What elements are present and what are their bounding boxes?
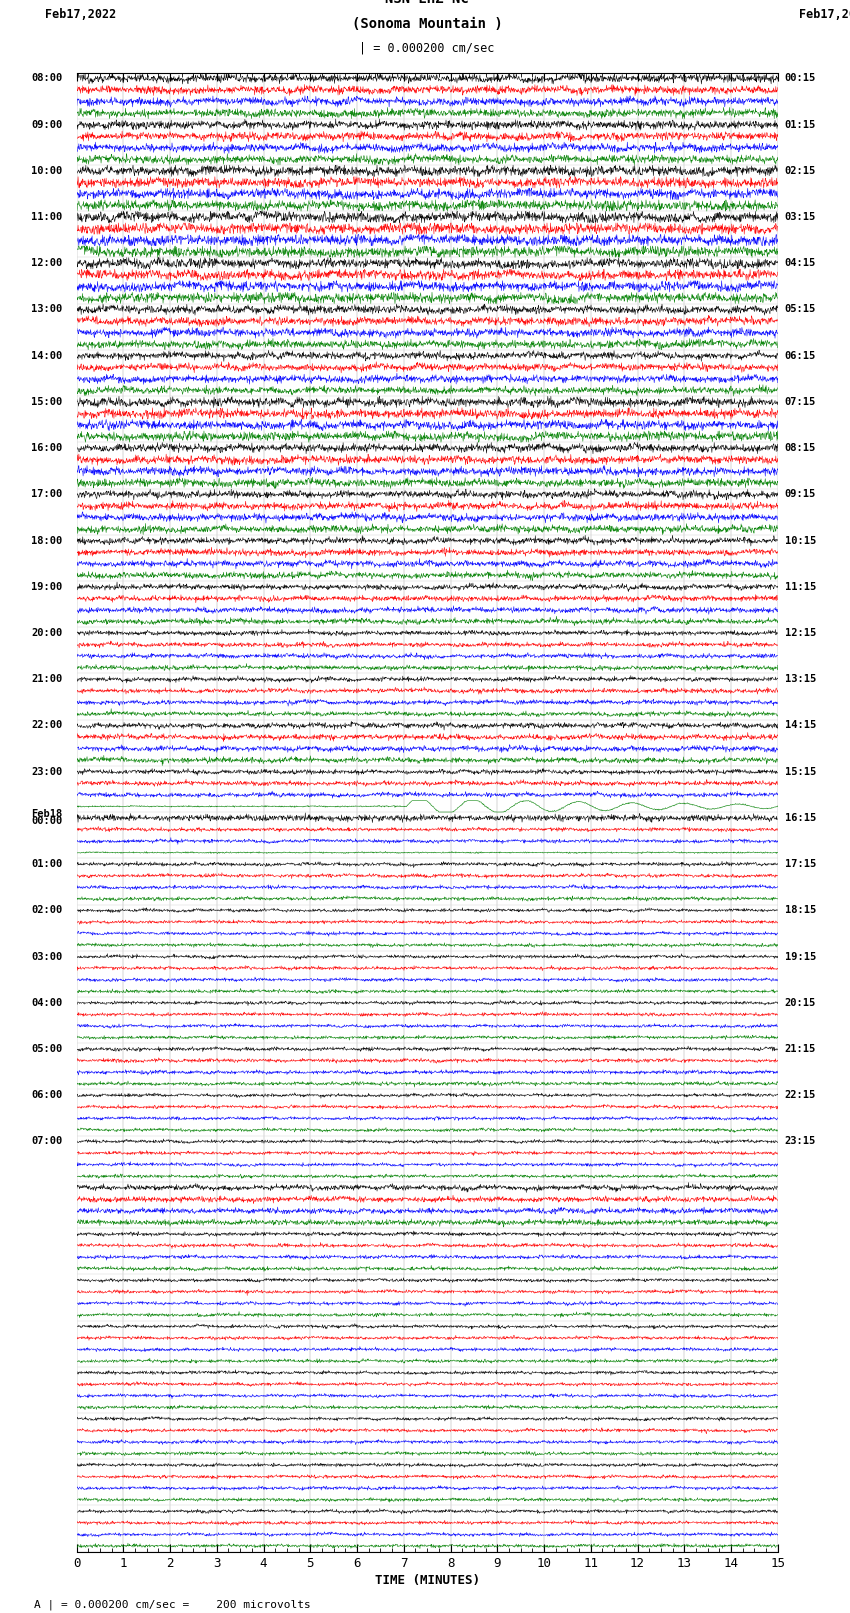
Text: 09:00: 09:00 <box>31 119 63 129</box>
Text: 13:00: 13:00 <box>31 305 63 315</box>
Text: 13:15: 13:15 <box>785 674 816 684</box>
Text: 16:00: 16:00 <box>31 444 63 453</box>
Text: Feb17,2022: Feb17,2022 <box>799 8 850 21</box>
Text: 12:00: 12:00 <box>31 258 63 268</box>
Text: 17:15: 17:15 <box>785 860 816 869</box>
Text: 17:00: 17:00 <box>31 489 63 500</box>
Text: Feb18: Feb18 <box>31 810 63 819</box>
Text: 08:15: 08:15 <box>785 444 816 453</box>
Text: Feb17,2022: Feb17,2022 <box>45 8 116 21</box>
Text: 06:00: 06:00 <box>31 1090 63 1100</box>
Text: 01:00: 01:00 <box>31 860 63 869</box>
Text: 21:00: 21:00 <box>31 674 63 684</box>
Text: 09:15: 09:15 <box>785 489 816 500</box>
Text: 00:00: 00:00 <box>31 816 63 826</box>
Text: 19:15: 19:15 <box>785 952 816 961</box>
Text: 03:00: 03:00 <box>31 952 63 961</box>
Text: (Sonoma Mountain ): (Sonoma Mountain ) <box>352 18 502 31</box>
Text: 22:15: 22:15 <box>785 1090 816 1100</box>
Text: 15:15: 15:15 <box>785 766 816 777</box>
Text: 00:15: 00:15 <box>785 73 816 84</box>
Text: 11:15: 11:15 <box>785 582 816 592</box>
Text: 04:15: 04:15 <box>785 258 816 268</box>
Text: 05:00: 05:00 <box>31 1044 63 1053</box>
Text: 20:15: 20:15 <box>785 998 816 1008</box>
Text: 08:00: 08:00 <box>31 73 63 84</box>
Text: 05:15: 05:15 <box>785 305 816 315</box>
Text: 18:00: 18:00 <box>31 536 63 545</box>
Text: 02:15: 02:15 <box>785 166 816 176</box>
Text: 06:15: 06:15 <box>785 350 816 361</box>
Text: 11:00: 11:00 <box>31 211 63 223</box>
Text: 23:15: 23:15 <box>785 1137 816 1147</box>
Text: 14:15: 14:15 <box>785 721 816 731</box>
Text: 04:00: 04:00 <box>31 998 63 1008</box>
Text: 15:00: 15:00 <box>31 397 63 406</box>
Text: 19:00: 19:00 <box>31 582 63 592</box>
Text: 10:15: 10:15 <box>785 536 816 545</box>
Text: | = 0.000200 cm/sec: | = 0.000200 cm/sec <box>360 42 495 55</box>
Text: 16:15: 16:15 <box>785 813 816 823</box>
Text: 03:15: 03:15 <box>785 211 816 223</box>
Text: 10:00: 10:00 <box>31 166 63 176</box>
Text: 07:15: 07:15 <box>785 397 816 406</box>
Text: 18:15: 18:15 <box>785 905 816 915</box>
Text: 01:15: 01:15 <box>785 119 816 129</box>
Text: 12:15: 12:15 <box>785 627 816 639</box>
Text: 02:00: 02:00 <box>31 905 63 915</box>
Text: 07:00: 07:00 <box>31 1137 63 1147</box>
X-axis label: TIME (MINUTES): TIME (MINUTES) <box>375 1574 479 1587</box>
Text: A | = 0.000200 cm/sec =    200 microvolts: A | = 0.000200 cm/sec = 200 microvolts <box>34 1598 311 1610</box>
Text: 23:00: 23:00 <box>31 766 63 777</box>
Text: 22:00: 22:00 <box>31 721 63 731</box>
Text: 20:00: 20:00 <box>31 627 63 639</box>
Text: 14:00: 14:00 <box>31 350 63 361</box>
Text: 21:15: 21:15 <box>785 1044 816 1053</box>
Text: NSN EHZ NC: NSN EHZ NC <box>385 0 469 6</box>
